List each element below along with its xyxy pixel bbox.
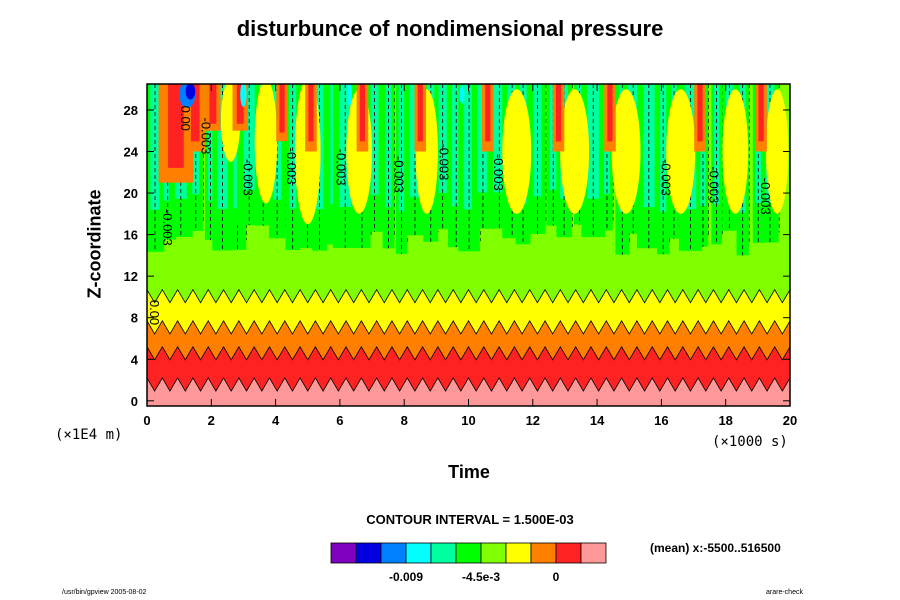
positive-streak-core [279,84,285,133]
positive-lens [611,89,641,214]
colorbar-swatch [430,542,457,564]
y-tick-label: 16 [124,228,138,243]
colorbar-swatch [380,542,407,564]
positive-streak-core [236,84,244,124]
x-tick-label: 20 [783,413,797,428]
mean-range-note: (mean) x:-5500..516500 [650,541,781,555]
contour-label: -0.003 [707,166,722,203]
positive-lens [722,89,749,214]
contour-label: -0.003 [491,154,506,191]
oscillation-streak [529,84,547,235]
positive-streak-core [190,84,200,142]
colorbar-swatch [480,542,507,564]
x-tick-label: 10 [461,413,475,428]
colorbar-tick-label: -0.009 [389,570,423,584]
positive-streak-core [417,84,423,142]
contour-label: -0.003 [160,209,175,246]
y-tick-label: 28 [124,103,138,118]
contour-label: -0.003 [392,156,407,193]
pressure-band [147,377,790,406]
colorbar-swatch [355,542,382,564]
negative-minimum [346,84,353,105]
x-tick-label: 0 [143,413,150,428]
colorbar-swatch [405,542,432,564]
positive-streak-core [607,84,613,142]
negative-minimum [459,85,465,104]
positive-streak-core [168,84,184,168]
chart-title: disturbunce of nondimensional pressure [236,16,664,41]
x-tick-label: 16 [654,413,668,428]
x-tick-label: 4 [272,413,280,428]
footer-command: /usr/bin/gpview 2005-08-02 [62,589,147,596]
x-tick-label: 2 [208,413,215,428]
positive-lens [560,89,590,214]
positive-streak-core [359,84,366,142]
contour-label: -0.003 [334,149,349,186]
x-tick-label: 12 [526,413,540,428]
contour-label: 0.00 [147,300,162,325]
positive-streak-core [555,84,562,142]
y-axis-unit-label: (×1E4 m) [55,427,123,443]
x-tick-label: 18 [718,413,732,428]
contour-label: -0.003 [758,178,773,215]
positive-lens [666,89,696,214]
y-tick-label: 12 [124,269,138,284]
streak-core [452,84,461,207]
colorbar-swatch [580,542,607,564]
positive-lens [502,89,532,214]
streak-core [217,84,228,209]
negative-minimum [185,84,196,100]
streak-core [438,84,447,193]
oscillation-streak [382,84,396,249]
streak-core [463,84,475,210]
y-tick-label: 8 [131,311,138,326]
streak-core [370,84,379,195]
y-tick-label: 20 [124,186,138,201]
streak-core [150,84,160,210]
contour-labels: 0.00 -0.003 0.00 -0.003 -0.003 -0.003 -0.003 -0… [147,106,773,326]
positive-streak-core [697,84,703,142]
positive-streak-core [485,84,491,142]
positive-lens [765,89,789,214]
streak-core [289,84,297,209]
streak-core [713,84,720,205]
streak-core [642,84,655,208]
x-tick-label: 6 [336,413,343,428]
contour-interval-label: CONTOUR INTERVAL = 1.500E-03 [366,512,574,527]
positive-streak-core [758,84,764,142]
colorbar-swatch [555,542,582,564]
oscillation-streak [711,84,723,245]
x-tick-label: 8 [401,413,408,428]
colorbar-tick-label: 0 [553,570,560,584]
contour-label: 0.00 [178,106,193,131]
y-tick-label: 24 [124,145,139,160]
contour-label: -0.003 [658,159,673,196]
positive-streak-core [209,84,217,124]
x-axis-unit-label: (×1000 s) [712,434,788,450]
positive-streak-core [308,84,314,142]
contour-label: -0.003 [437,143,452,180]
y-tick-label: 0 [131,394,138,409]
negative-minimum [240,84,247,107]
positive-lens [254,84,278,204]
colorbar-swatch [330,542,357,564]
contour-label: -0.003 [240,159,255,196]
streak-core [385,84,392,208]
colorbar-tick-label: -4.5e-3 [462,570,500,584]
footer-tag: arare-check [766,589,803,596]
colorbar-swatch [530,542,557,564]
contour-label: -0.003 [199,117,214,154]
y-tick-label: 4 [131,352,139,367]
plot-area [147,84,790,406]
colorbar-swatch [455,542,482,564]
x-axis-label: Time [448,462,490,482]
colorbar-swatch [505,542,532,564]
contour-label: -0.003 [284,148,299,185]
x-tick-label: 14 [590,413,605,428]
colorbar: -0.009 -4.5e-3 0 [330,542,607,584]
